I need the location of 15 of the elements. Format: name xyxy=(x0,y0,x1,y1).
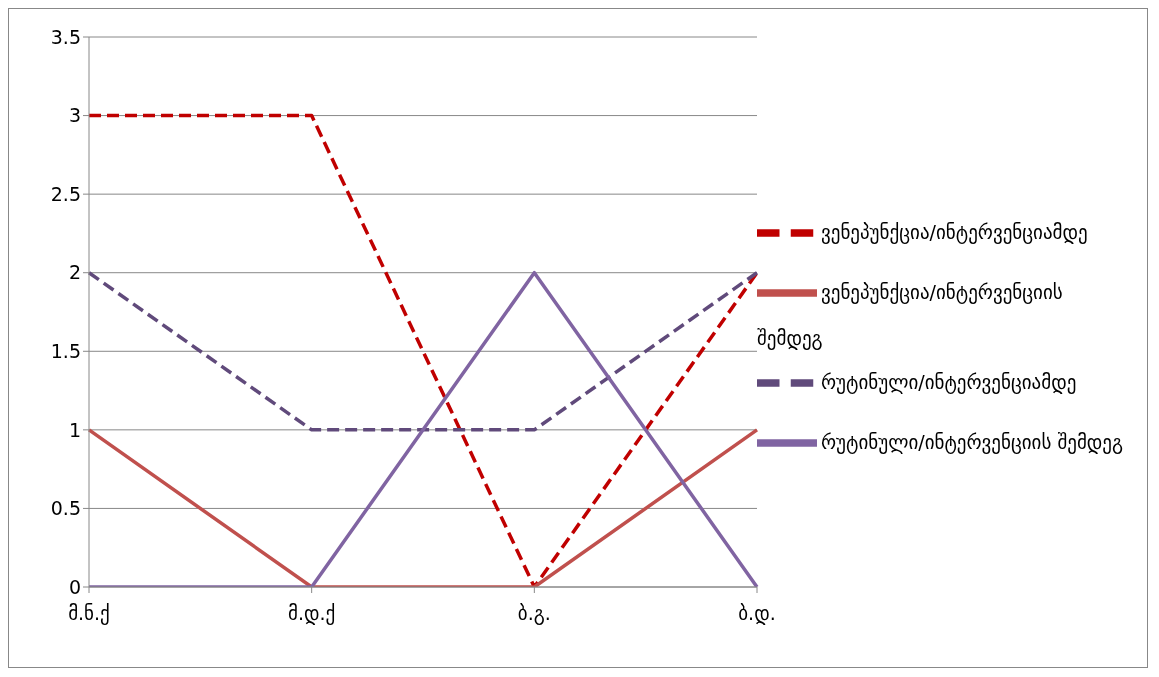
x-tick-label: მ.დ.ქ xyxy=(288,602,336,626)
y-tick-label: 2.5 xyxy=(50,182,81,205)
y-tick-label: 1 xyxy=(68,418,81,441)
y-tick-label: 3.5 xyxy=(50,25,81,48)
y-tick-label: 3 xyxy=(68,104,81,127)
y-tick-label: 1.5 xyxy=(50,340,81,363)
legend-label: რუტინული/ინტერვენციამდე xyxy=(821,370,1077,393)
x-tick-label: მ.ნ.ქ xyxy=(68,602,110,626)
legend-label: ვენეპუნქცია/ინტერვენციამდე xyxy=(821,220,1088,243)
y-tick-label: 2 xyxy=(68,261,81,284)
x-tick-label: ბ.გ. xyxy=(517,602,551,626)
y-tick-label: 0 xyxy=(68,575,81,598)
y-tick-label: 0.5 xyxy=(50,497,81,520)
x-tick-label: ბ.დ. xyxy=(738,602,776,626)
legend-label: რუტინული/ინტერვენციის შემდეგ xyxy=(821,430,1124,453)
